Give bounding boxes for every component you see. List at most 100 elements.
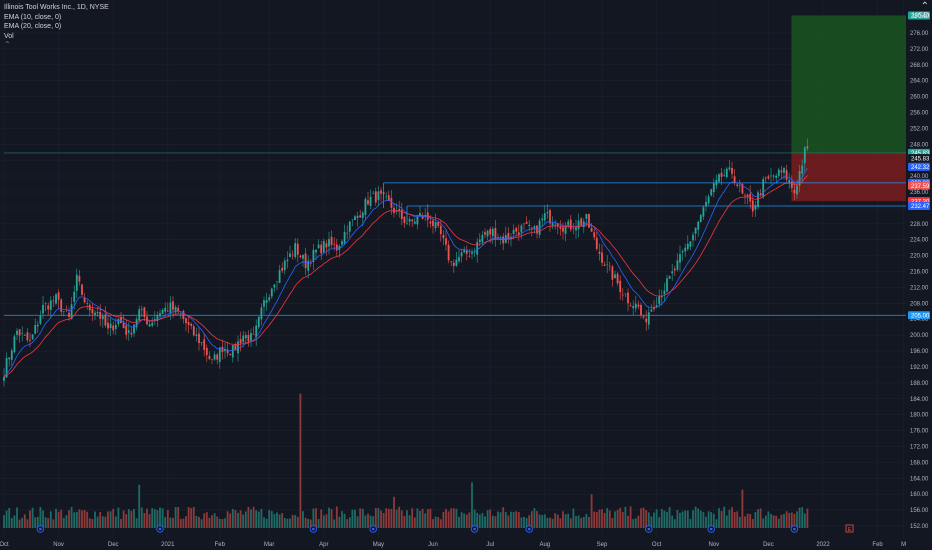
price-tick-label: 164.00 — [910, 476, 929, 482]
volume-bar — [723, 506, 726, 528]
volume-bar — [338, 516, 341, 528]
volume-label[interactable]: Vol — [4, 32, 14, 40]
long-position-tool[interactable] — [791, 15, 906, 202]
candle-body — [533, 226, 536, 229]
candle-body — [250, 333, 252, 341]
volume-bar — [335, 506, 338, 528]
candle-body — [107, 322, 109, 329]
candle-body — [728, 167, 731, 170]
earnings-marker-dot — [39, 527, 42, 531]
candle-body — [361, 212, 364, 218]
candle-body — [452, 262, 455, 266]
candle-body — [497, 237, 499, 239]
volume-bar — [174, 507, 177, 528]
candle-body — [681, 251, 684, 253]
volume-bar — [710, 512, 713, 528]
chart-legend: Illinois Tool Works Inc., 1D, NYSE EMA (… — [4, 3, 109, 41]
symbol-title[interactable]: Illinois Tool Works Inc., 1D, NYSE — [4, 4, 109, 11]
candle-body — [8, 357, 11, 360]
volume-bar — [52, 519, 55, 528]
chevron-up-icon[interactable]: ⌃ — [4, 40, 11, 49]
candle-body — [751, 200, 754, 212]
price-tick-label: 236.00 — [910, 190, 929, 196]
volume-bar — [658, 517, 661, 528]
candle-body — [359, 215, 362, 218]
price-tick-label: 152.00 — [910, 524, 929, 530]
volume-bar — [419, 510, 421, 528]
price-tick-label: 264.00 — [910, 79, 929, 85]
candle-body — [315, 250, 317, 253]
volume-bar — [112, 508, 115, 528]
candle-body — [476, 241, 479, 255]
volume-bar — [286, 518, 289, 528]
candle-body — [278, 270, 281, 283]
candle-body — [192, 326, 195, 336]
volume-bar — [369, 515, 372, 528]
candle-body — [133, 324, 135, 334]
candle-body — [226, 349, 229, 354]
volume-bar — [260, 509, 263, 528]
volume-bar — [307, 518, 310, 528]
candle-body — [52, 300, 55, 302]
candle-body — [764, 177, 767, 179]
candle-body — [166, 310, 169, 312]
candle-body — [712, 183, 715, 193]
candle-body — [429, 221, 432, 224]
volume-bar — [374, 507, 377, 528]
candle-body — [790, 181, 793, 188]
volume-bar — [712, 513, 715, 528]
candle-body — [484, 232, 486, 235]
volume-bar — [632, 519, 635, 528]
volume-bar — [109, 511, 112, 528]
volume-bar — [803, 513, 806, 528]
candle-body — [328, 239, 330, 247]
volume-bar — [471, 482, 473, 528]
candle-body — [616, 273, 619, 284]
volume-bar — [614, 511, 616, 528]
candle-body — [725, 168, 728, 177]
volume-bar — [55, 508, 57, 528]
volume-bar — [403, 515, 406, 528]
price-tick-label: 172.00 — [910, 444, 929, 450]
time-axis[interactable]: Oct Nov Dec 2021 Feb Mar Apr May Jun Jul Aug Sep Oct… — [0, 538, 906, 550]
event-markers[interactable]: E — [36, 524, 854, 533]
price-axis[interactable]: 152.00 156.00 160.00 164.00 168.00 172.00 176.… — [906, 0, 932, 550]
scroll-up-icon[interactable]: ⌃ — [920, 1, 929, 12]
candle-body — [341, 241, 343, 245]
volume-bar — [315, 508, 317, 528]
horizontal-lines[interactable] — [4, 152, 906, 316]
candle-body — [684, 247, 687, 252]
volume-bar — [660, 508, 663, 528]
volume-bar — [588, 516, 590, 528]
candle-body — [403, 216, 406, 223]
candle-body — [767, 176, 770, 179]
candle-body — [387, 195, 390, 201]
candle-body — [702, 207, 705, 217]
ema10-label[interactable]: EMA (10, close, 0) — [4, 13, 62, 21]
volume-bar — [554, 513, 557, 528]
candle-body — [29, 340, 31, 341]
price-tag-label: 205.00 — [911, 313, 930, 319]
candle-body — [140, 309, 143, 310]
candle-body — [242, 335, 245, 342]
ema20-label[interactable]: EMA (20, close, 0) — [4, 23, 62, 30]
volume-bar — [512, 512, 515, 528]
volume-bar — [88, 518, 91, 528]
volume-bar — [216, 516, 219, 528]
candle-body — [406, 222, 408, 224]
candle-body — [439, 225, 442, 235]
volume-bar — [593, 511, 596, 528]
candle-body — [21, 332, 24, 334]
volume-bar — [166, 510, 169, 528]
volume-bar — [299, 393, 302, 528]
candle-body — [244, 335, 247, 339]
volume-bar — [237, 512, 239, 528]
currency-selector[interactable]: ⌃ USD — [912, 1, 929, 21]
candle-body — [257, 316, 260, 328]
candle-body — [489, 229, 492, 235]
volume-bar — [203, 513, 206, 528]
volume-bar — [169, 517, 172, 528]
candle-body — [39, 315, 42, 324]
volume-bar — [343, 513, 346, 528]
